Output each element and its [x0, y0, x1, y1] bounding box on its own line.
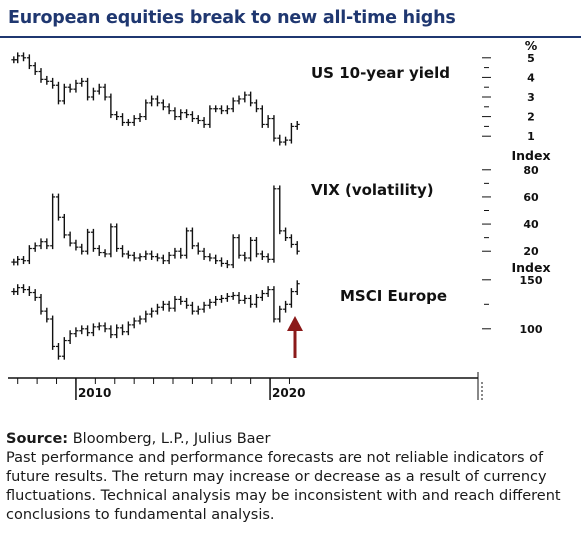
y-tick-label: 5	[527, 52, 535, 65]
highlight-arrow	[287, 316, 303, 358]
x-tick-label: 2010	[78, 386, 111, 400]
y-tick-label: 150	[520, 274, 543, 287]
panel-1: US 10-year yield% 1 2 3 4 5	[11, 38, 538, 146]
axis-unit-label: %	[525, 38, 538, 53]
panel-title: VIX (volatility)	[311, 181, 434, 199]
source-line: Source: Bloomberg, L.P., Julius Baer	[6, 430, 574, 449]
y-tick-label: 4	[527, 71, 535, 84]
panel-title: US 10-year yield	[311, 64, 450, 82]
source-label: Source:	[6, 431, 69, 447]
y-tick-label: 100	[520, 323, 543, 336]
source-text: Bloomberg, L.P., Julius Baer	[72, 431, 271, 447]
y-tick-label: 3	[527, 91, 535, 104]
panel-3: MSCI Europe Index 100 150	[11, 260, 551, 360]
title-divider	[0, 36, 581, 38]
disclaimer: Past performance and performance forecas…	[6, 450, 561, 523]
y-tick-label: 40	[523, 218, 539, 231]
x-axis: 2010 2020	[8, 372, 483, 400]
chart-panels: US 10-year yield% 1 2 3 4 5 VIX (volatility) In…	[11, 38, 551, 360]
axis-unit-label: Index	[511, 260, 550, 275]
y-tick-label: 2	[527, 111, 535, 124]
panel-title: MSCI Europe	[340, 287, 447, 305]
arrow-head	[287, 316, 303, 331]
axis-unit-label: Index	[511, 148, 550, 163]
y-tick-label: 60	[523, 191, 539, 204]
y-tick-label: 20	[523, 245, 539, 258]
x-tick-label: 2020	[272, 386, 305, 400]
footer: Source: Bloomberg, L.P., Julius Baer Pas…	[6, 430, 574, 525]
chart-title: European equities break to new all-time …	[8, 8, 456, 28]
chart-area: US 10-year yield% 1 2 3 4 5 VIX (volatility) In…	[8, 38, 551, 400]
y-tick-label: 80	[523, 164, 539, 177]
panel-2: VIX (volatility) Index 20 40 60 80	[11, 148, 551, 269]
y-tick-label: 1	[527, 130, 535, 143]
